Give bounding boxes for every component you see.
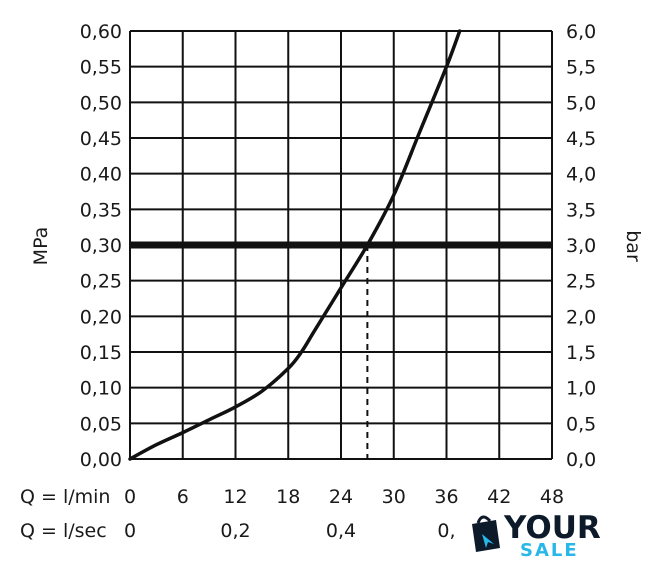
x-lsec-tick-label: 0,4 — [326, 520, 356, 542]
left-tick-label: 0,00 — [80, 449, 122, 471]
right-tick-label: 3,0 — [566, 235, 596, 257]
right-tick-label: 4,5 — [566, 128, 596, 150]
left-axis-ticks: 0,00 0,05 0,10 0,15 0,20 0,25 0,30 0,35 0,40 0,45… — [80, 21, 122, 471]
x-lmin-tick-label: 12 — [223, 486, 247, 508]
left-tick-label: 0,15 — [80, 342, 122, 364]
x-lmin-tick-label: 0 — [124, 486, 136, 508]
right-tick-label: 1,0 — [566, 378, 596, 400]
series-layer — [128, 29, 462, 461]
x-lmin-tick-label: 42 — [487, 486, 511, 508]
right-axis-label: bar — [622, 230, 644, 262]
right-tick-label: 2,5 — [566, 271, 596, 293]
left-tick-label: 0,45 — [80, 128, 122, 150]
x-lmin-tick-label: 24 — [329, 486, 353, 508]
right-tick-label: 6,0 — [566, 21, 596, 43]
x-lsec-tick-label: 0,2 — [220, 520, 250, 542]
left-tick-label: 0,35 — [80, 199, 122, 221]
right-tick-label: 4,0 — [566, 164, 596, 186]
left-tick-label: 0,25 — [80, 271, 122, 293]
right-tick-label: 1,5 — [566, 342, 596, 364]
right-tick-label: 0,0 — [566, 449, 596, 471]
x-axis-lmin-ticks: 0 6 12 18 24 30 36 42 48 — [124, 486, 564, 508]
reference-layer — [130, 241, 552, 459]
right-tick-label: 2,0 — [566, 306, 596, 328]
x-lmin-tick-label: 30 — [382, 486, 406, 508]
right-tick-label: 5,5 — [566, 57, 596, 79]
x-axis-lmin-label: Q = l/min — [20, 486, 110, 508]
left-tick-label: 0,55 — [80, 57, 122, 79]
x-lmin-tick-label: 48 — [540, 486, 564, 508]
series-line — [128, 29, 462, 461]
left-tick-label: 0,50 — [80, 92, 122, 114]
x-lsec-tick-label: 0, — [437, 520, 455, 542]
left-tick-label: 0,40 — [80, 164, 122, 186]
left-tick-label: 0,20 — [80, 306, 122, 328]
your-sale-logo: YOUR SALE — [466, 508, 606, 562]
left-axis-label: MPa — [30, 227, 52, 266]
right-tick-label: 0,5 — [566, 413, 596, 435]
x-lsec-tick-label: 0 — [124, 520, 136, 542]
x-lmin-tick-label: 6 — [177, 486, 189, 508]
x-axis-lsec-ticks: 0 0,2 0,4 0, — [124, 520, 456, 542]
left-tick-label: 0,60 — [80, 21, 122, 43]
logo-text-sale: SALE — [520, 540, 579, 561]
x-lmin-tick-label: 36 — [434, 486, 458, 508]
x-lmin-tick-label: 18 — [276, 486, 300, 508]
right-axis-ticks: 0,0 0,5 1,0 1,5 2,0 2,5 3,0 3,5 4,0 4,5 5,0 5,5 6,0 — [566, 21, 596, 471]
left-tick-label: 0,10 — [80, 378, 122, 400]
shopping-bag-icon — [472, 515, 500, 552]
right-tick-label: 5,0 — [566, 92, 596, 114]
right-tick-label: 3,5 — [566, 199, 596, 221]
left-tick-label: 0,30 — [80, 235, 122, 257]
logo-text-your: YOUR — [503, 510, 601, 546]
x-axis-lsec-label: Q = l/sec — [20, 520, 107, 542]
left-tick-label: 0,05 — [80, 413, 122, 435]
